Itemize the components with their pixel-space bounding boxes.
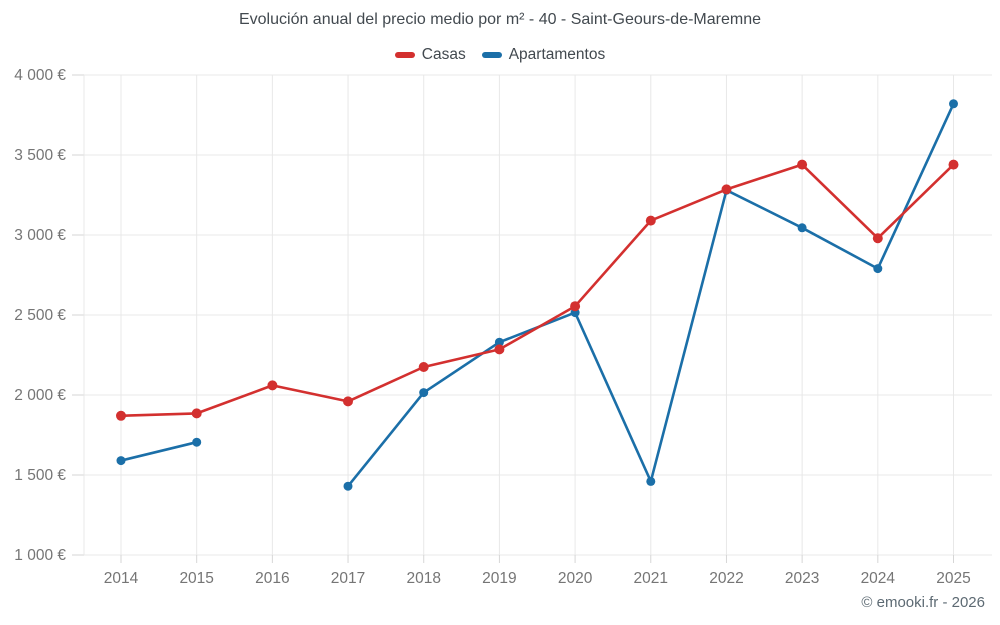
data-point-apartamentos-2018[interactable] bbox=[419, 388, 429, 398]
data-point-casas-2023[interactable] bbox=[797, 159, 808, 170]
data-point-apartamentos-2019[interactable] bbox=[494, 337, 504, 347]
data-point-apartamentos-2023[interactable] bbox=[797, 223, 807, 233]
data-point-casas-2022[interactable] bbox=[721, 184, 732, 195]
chart-title: Evolución anual del precio medio por m² … bbox=[238, 11, 761, 28]
x-tick-label-2023: 2023 bbox=[785, 570, 819, 587]
data-point-apartamentos-2021[interactable] bbox=[646, 476, 656, 486]
y-tick-label-2000: 2 000 € bbox=[14, 387, 66, 404]
copyright-text: © emooki.fr - 2026 bbox=[861, 594, 985, 611]
data-point-casas-2020[interactable] bbox=[570, 301, 581, 312]
y-tick-label-3000: 3 000 € bbox=[14, 227, 66, 244]
x-tick-label-2020: 2020 bbox=[558, 570, 593, 587]
legend-label-casas: Casas bbox=[421, 46, 466, 63]
x-tick-label-2024: 2024 bbox=[861, 570, 896, 587]
series-line-casas bbox=[119, 163, 955, 418]
x-tick-label-2015: 2015 bbox=[179, 570, 213, 587]
data-point-apartamentos-2024[interactable] bbox=[873, 264, 883, 274]
data-point-casas-2016[interactable] bbox=[267, 380, 278, 391]
data-point-apartamentos-2017[interactable] bbox=[343, 481, 353, 491]
data-point-apartamentos-2025[interactable] bbox=[949, 99, 958, 109]
x-tick-label-2025: 2025 bbox=[936, 570, 970, 587]
x-tick-label-2016: 2016 bbox=[255, 570, 289, 587]
y-tick-label-1000: 1 000 € bbox=[14, 547, 66, 564]
data-point-casas-2024[interactable] bbox=[872, 233, 883, 244]
chart-legend: Casas Apartamentos bbox=[0, 46, 1000, 64]
data-point-casas-2017[interactable] bbox=[343, 396, 353, 407]
data-point-casas-2015[interactable] bbox=[191, 408, 202, 419]
data-point-casas-2014[interactable] bbox=[116, 410, 126, 421]
apartamentos-swatch-icon bbox=[481, 52, 502, 58]
casas-swatch-icon bbox=[394, 52, 415, 58]
y-tick-label-3500: 3 500 € bbox=[14, 147, 66, 164]
y-tick-label-2500: 2 500 € bbox=[14, 307, 66, 324]
legend-item-apartamentos[interactable]: Apartamentos bbox=[481, 46, 606, 64]
data-point-casas-2025[interactable] bbox=[948, 159, 959, 170]
x-tick-label-2021: 2021 bbox=[634, 570, 668, 587]
series-line-apartamentos bbox=[119, 102, 955, 488]
data-point-casas-2019[interactable] bbox=[494, 344, 505, 355]
x-tick-label-2017: 2017 bbox=[331, 570, 365, 587]
data-point-apartamentos-2015[interactable] bbox=[192, 437, 202, 447]
y-tick-label-4000: 4 000 € bbox=[14, 67, 66, 84]
data-point-casas-2021[interactable] bbox=[645, 215, 656, 226]
x-tick-label-2018: 2018 bbox=[406, 570, 440, 587]
x-tick-label-2022: 2022 bbox=[709, 570, 743, 587]
y-tick-label-1500: 1 500 € bbox=[14, 467, 66, 484]
x-tick-label-2019: 2019 bbox=[482, 570, 516, 587]
data-point-apartamentos-2014[interactable] bbox=[116, 456, 126, 466]
x-tick-label-2014: 2014 bbox=[104, 570, 139, 587]
data-point-casas-2018[interactable] bbox=[418, 362, 429, 372]
legend-item-casas[interactable]: Casas bbox=[394, 46, 466, 64]
legend-label-apartamentos: Apartamentos bbox=[508, 46, 606, 63]
